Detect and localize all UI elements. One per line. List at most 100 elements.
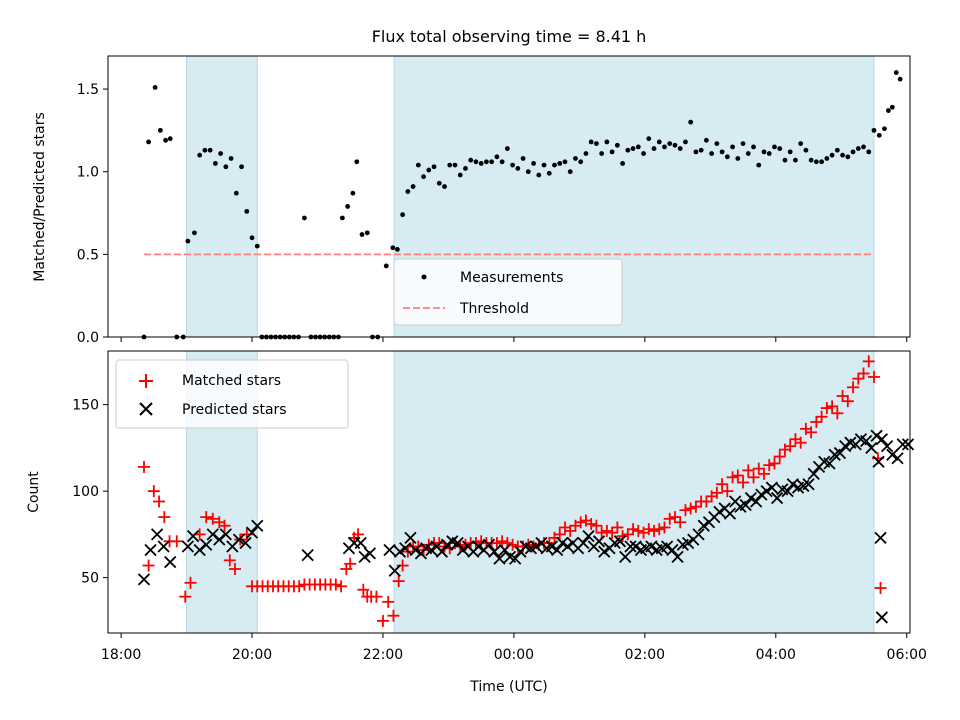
predicted-star-point — [872, 455, 885, 468]
measurement-point — [735, 156, 741, 161]
predicted-star-point — [859, 434, 873, 448]
measurement-point — [152, 85, 158, 90]
measurement-point — [520, 156, 526, 161]
matched-star-point — [752, 462, 765, 475]
measurement-point — [552, 162, 557, 168]
measurement-point — [620, 161, 625, 166]
matched-star-point — [700, 495, 713, 508]
measurement-point — [383, 263, 389, 269]
legend-matched-label: Matched stars — [182, 373, 281, 389]
measurement-point — [813, 159, 819, 165]
measurement-point — [861, 144, 866, 150]
matched-star-point — [206, 512, 219, 525]
matched-star-point — [387, 609, 400, 622]
top-shaded-interval — [186, 55, 258, 338]
predicted-star-point — [186, 529, 200, 543]
matched-star-point — [689, 500, 702, 513]
measurement-point — [714, 141, 720, 147]
measurement-point — [499, 159, 505, 165]
count-panel: 50 100 150 18:00 20:00 22:00 00:00 02:00 04:00 0… — [26, 350, 927, 695]
matched-star-point — [841, 395, 854, 408]
measurement-point — [478, 161, 484, 166]
predicted-star-point — [556, 536, 569, 550]
predicted-star-point — [206, 528, 219, 541]
predicted-stars-points — [137, 429, 915, 624]
measurement-point — [866, 149, 872, 155]
measurement-point — [359, 232, 365, 237]
predicted-star-point — [697, 519, 710, 532]
predicted-star-point — [301, 549, 314, 562]
measurement-point — [197, 152, 203, 158]
predicted-star-point — [891, 452, 904, 465]
matched-star-point — [794, 436, 807, 449]
measurement-point — [871, 127, 877, 133]
matched-star-point — [731, 469, 744, 482]
measurement-point — [573, 156, 578, 161]
predicted-star-point — [619, 550, 632, 564]
measurement-point — [473, 159, 479, 165]
measurement-point — [855, 146, 861, 151]
measurement-point — [254, 243, 260, 249]
predicted-star-point — [193, 543, 206, 557]
measurement-point — [350, 190, 356, 196]
measurement-point — [798, 141, 804, 147]
legend-predicted-marker — [139, 402, 153, 416]
measurement-point — [688, 119, 694, 125]
predicted-star-point — [530, 540, 543, 553]
predicted-star-point — [744, 491, 758, 505]
predicted-star-point — [509, 552, 522, 565]
matched-star-point — [147, 485, 160, 498]
legend-predicted-label: Predicted stars — [182, 402, 287, 418]
matched-star-point — [862, 355, 875, 368]
measurement-point — [761, 149, 767, 155]
measurement-point — [541, 162, 547, 168]
measurement-point — [452, 162, 458, 168]
predicted-star-point — [713, 505, 726, 519]
predicted-star-point — [786, 478, 799, 491]
predicted-star-point — [833, 446, 847, 460]
predicted-star-point — [781, 484, 794, 498]
measurement-point — [824, 156, 830, 161]
matched-star-point — [370, 590, 383, 603]
matched-star-point — [396, 559, 409, 572]
matched-star-point — [836, 389, 849, 402]
top-y-tick-label: 1.5 — [77, 82, 99, 98]
measurement-point — [724, 154, 730, 160]
matched-star-point — [737, 476, 750, 489]
predicted-star-point — [739, 498, 752, 512]
predicted-star-point — [425, 543, 438, 557]
measurement-point — [840, 152, 845, 158]
predicted-star-point — [598, 545, 611, 558]
matched-star-point — [293, 580, 306, 593]
matched-star-point — [874, 582, 887, 595]
measurement-point — [421, 174, 426, 180]
x-axis-label: Time (UTC) — [469, 679, 547, 695]
predicted-star-point — [666, 543, 679, 557]
matched-star-point — [517, 540, 530, 553]
measurement-point — [651, 146, 657, 151]
predicted-star-point — [239, 536, 252, 550]
matched-star-point — [344, 557, 357, 570]
matched-star-point — [553, 528, 566, 541]
measurement-point — [677, 146, 683, 151]
x-tick-label: 18:00 — [101, 647, 141, 663]
matched-star-point — [564, 524, 577, 537]
measurement-point — [808, 157, 814, 163]
measurement-point — [719, 149, 725, 155]
matched-star-point — [679, 504, 692, 517]
measurement-point — [876, 132, 882, 138]
matched-star-point — [200, 511, 213, 524]
predicted-star-point — [435, 545, 449, 558]
matched-star-point — [218, 519, 231, 532]
measurement-point — [845, 154, 851, 160]
matched-star-point — [653, 523, 666, 536]
predicted-star-point — [561, 540, 574, 553]
matched-star-point — [820, 402, 833, 415]
predicted-star-point — [219, 528, 232, 541]
predicted-star-point — [363, 547, 377, 560]
measurement-point — [223, 164, 229, 170]
predicted-star-point — [765, 481, 778, 494]
measurement-point — [354, 159, 360, 165]
measurement-point — [614, 142, 620, 148]
legend-threshold-label: Threshold — [459, 301, 529, 317]
